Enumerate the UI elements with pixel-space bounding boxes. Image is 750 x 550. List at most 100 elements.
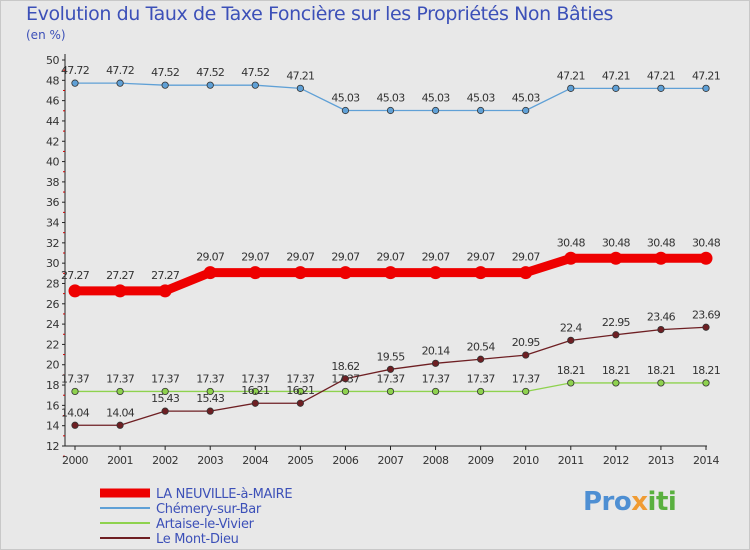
- logo-text-1: Pro: [583, 487, 632, 517]
- x-tick-label: 2000: [62, 454, 88, 467]
- data-label: 47.21: [692, 69, 720, 82]
- data-point: [384, 266, 397, 280]
- data-label: 18.62: [331, 360, 359, 373]
- data-label: 27.27: [61, 269, 90, 282]
- data-point: [522, 351, 530, 359]
- data-point: [296, 399, 304, 407]
- y-tick-label: 34: [46, 217, 59, 230]
- data-label: 17.37: [241, 372, 270, 385]
- data-label: 29.07: [422, 251, 451, 264]
- y-tick-label: 32: [46, 237, 59, 250]
- data-point: [68, 284, 82, 298]
- data-point: [477, 387, 485, 396]
- data-point: [522, 106, 530, 115]
- data-label: 15.43: [151, 392, 180, 405]
- data-point: [116, 387, 124, 396]
- data-label: 23.69: [692, 308, 721, 321]
- data-label: 47.21: [602, 69, 630, 82]
- data-point: [564, 251, 578, 265]
- x-tick-label: 2001: [107, 454, 133, 467]
- data-label: 18.21: [692, 364, 720, 377]
- data-point: [116, 79, 124, 87]
- data-label: 30.48: [692, 236, 721, 249]
- data-label: 23.46: [647, 311, 676, 324]
- data-label: 20.14: [422, 344, 451, 357]
- logo-text-3: iti: [647, 487, 677, 517]
- data-label: 47.21: [286, 69, 314, 82]
- data-point: [702, 323, 710, 331]
- y-tick-label: 12: [46, 440, 59, 453]
- data-point: [699, 251, 713, 265]
- data-label: 17.37: [61, 372, 90, 385]
- data-point: [158, 284, 172, 298]
- data-label: 29.07: [196, 251, 225, 264]
- data-point: [206, 387, 214, 396]
- data-point: [386, 365, 395, 373]
- x-tick-label: 2002: [152, 454, 178, 467]
- data-point: [71, 421, 79, 429]
- data-label: 17.37: [512, 372, 541, 385]
- data-label: 14.04: [61, 406, 90, 419]
- data-label: 17.37: [377, 372, 406, 385]
- data-point: [341, 106, 350, 115]
- legend-label: Le Mont-Dieu: [156, 532, 239, 547]
- data-point: [338, 266, 352, 280]
- data-label: 27.27: [106, 269, 135, 282]
- data-label: 47.52: [196, 66, 224, 79]
- data-label: 30.48: [602, 236, 631, 249]
- data-point: [296, 387, 304, 396]
- x-tick-label: 2009: [468, 454, 494, 467]
- data-label: 47.52: [241, 66, 269, 79]
- data-label: 29.07: [467, 251, 496, 264]
- data-point: [386, 387, 395, 396]
- data-point: [203, 266, 217, 280]
- data-point: [71, 387, 79, 396]
- data-label: 29.07: [241, 251, 270, 264]
- data-point: [293, 266, 307, 280]
- data-label: 19.55: [377, 350, 406, 363]
- data-label: 17.37: [106, 372, 135, 385]
- chart-subtitle: (en %): [26, 28, 66, 42]
- y-tick-label: 16: [46, 399, 59, 412]
- data-point: [248, 266, 262, 280]
- data-point: [71, 79, 79, 87]
- data-label: 29.07: [331, 251, 360, 264]
- data-label: 30.48: [557, 236, 586, 249]
- data-point: [702, 84, 710, 92]
- data-point: [386, 106, 395, 115]
- x-tick-label: 2012: [603, 454, 629, 467]
- data-label: 20.95: [512, 336, 541, 349]
- y-tick-label: 38: [46, 176, 59, 189]
- data-point: [657, 379, 665, 387]
- data-point: [161, 387, 169, 396]
- chart-title: Evolution du Taux de Taxe Foncière sur l…: [26, 3, 614, 25]
- proxiti-logo: Proxiti: [583, 487, 677, 517]
- y-tick-label: 36: [46, 196, 59, 209]
- data-label: 18.21: [647, 364, 675, 377]
- x-tick-label: 2013: [648, 454, 674, 467]
- data-point: [161, 407, 169, 415]
- data-label: 30.48: [647, 236, 676, 249]
- data-point: [206, 407, 214, 415]
- y-tick-label: 20: [46, 359, 59, 372]
- data-point: [251, 399, 259, 407]
- data-point: [654, 251, 668, 265]
- data-label: 15.43: [196, 392, 225, 405]
- data-label: 17.37: [151, 372, 180, 385]
- y-tick-label: 50: [46, 54, 59, 67]
- y-tick-label: 22: [46, 338, 59, 351]
- data-label: 16.21: [241, 384, 269, 397]
- x-tick-label: 2006: [332, 454, 358, 467]
- y-tick-label: 24: [46, 318, 59, 331]
- data-point: [657, 325, 665, 334]
- data-label: 45.03: [377, 91, 406, 104]
- data-point: [609, 251, 623, 265]
- y-tick-label: 18: [46, 379, 59, 392]
- data-label: 47.72: [106, 64, 134, 77]
- data-label: 20.54: [467, 340, 496, 353]
- data-label: 27.27: [151, 269, 180, 282]
- data-point: [567, 84, 575, 92]
- data-point: [477, 355, 485, 363]
- data-label: 16.21: [286, 384, 314, 397]
